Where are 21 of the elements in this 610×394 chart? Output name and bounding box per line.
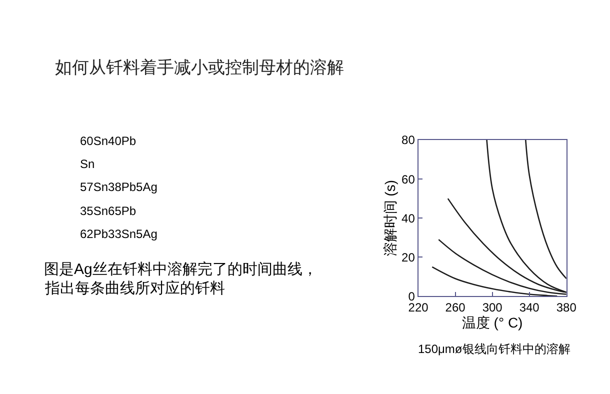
x-tick-label: 380 xyxy=(556,300,577,315)
x-tick-label: 220 xyxy=(408,300,429,315)
x-tick-label: 300 xyxy=(482,300,503,315)
text: Sn xyxy=(80,157,95,171)
text: 150μmø银线向钎料中的溶解 xyxy=(418,342,570,356)
y-tick-label: 60 xyxy=(402,172,416,186)
x-axis-title: 温度 (° C) xyxy=(462,314,523,331)
text: 35Sn65Pb xyxy=(80,204,136,218)
text: 60Sn40Pb xyxy=(80,134,136,148)
text: 指出每条曲线所对应的钎料 xyxy=(44,280,225,297)
y-tick-label: 40 xyxy=(402,211,416,226)
y-axis-title: 溶解时间 (s) xyxy=(382,180,398,256)
x-tick-label: 260 xyxy=(445,300,466,315)
x-tick-label: 340 xyxy=(519,300,540,315)
text: 57Sn38Pb5Ag xyxy=(80,180,158,194)
y-tick-label: 0 xyxy=(408,289,416,304)
y-tick-label: 20 xyxy=(402,250,416,264)
y-tick-label: 80 xyxy=(402,133,416,148)
text: 图是Ag丝在钎料中溶解完了的时间曲线， xyxy=(44,261,318,278)
text: 62Pb33Sn5Ag xyxy=(80,227,158,241)
text: 如何从钎料着手减小或控制母材的溶解 xyxy=(54,58,344,77)
